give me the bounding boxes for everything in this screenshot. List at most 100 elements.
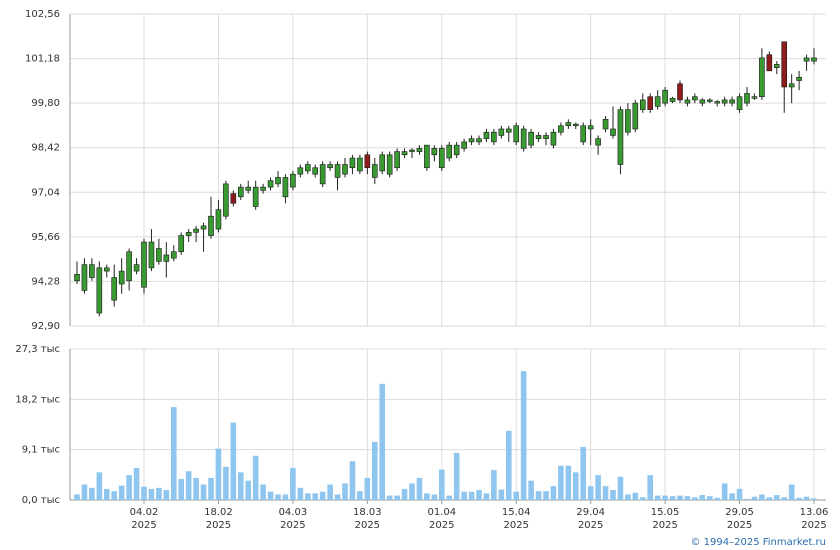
volume-bar xyxy=(74,494,80,500)
candle-body xyxy=(572,123,579,127)
volume-bar xyxy=(476,490,482,500)
volume-bar xyxy=(602,486,609,500)
candle-body xyxy=(625,109,631,133)
x-tick-label: 29.05 xyxy=(725,507,754,518)
volume-bar xyxy=(170,407,177,500)
volume-bar xyxy=(736,488,743,500)
volume-bar xyxy=(751,496,758,500)
x-tick-label: 29.04 xyxy=(576,507,605,518)
candle-body xyxy=(684,99,691,104)
candle-body xyxy=(185,232,192,236)
candle-body xyxy=(364,154,371,169)
volume-bar xyxy=(625,494,631,500)
volume-bar xyxy=(535,491,542,500)
volume-bar xyxy=(260,484,266,500)
volume-bar xyxy=(721,483,728,500)
candle-body xyxy=(297,167,304,175)
candle-body xyxy=(565,122,572,127)
volume-bar xyxy=(766,497,773,500)
volume-bar xyxy=(126,475,132,500)
candle-body xyxy=(721,99,728,104)
volume-bar xyxy=(103,488,110,500)
y-tick-label: 99,80 xyxy=(31,98,60,109)
candle-body xyxy=(788,83,795,88)
volume-bar xyxy=(394,495,400,500)
candle-body xyxy=(759,57,765,97)
volume-bar xyxy=(141,486,147,500)
candle-body xyxy=(386,154,393,175)
volume-bar xyxy=(438,469,445,500)
x-tick-label: 15.05 xyxy=(651,507,680,518)
candle-body xyxy=(595,138,601,146)
candle-body xyxy=(81,264,88,291)
volume-bar xyxy=(111,491,118,500)
y-tick-label: 18,2 тыс xyxy=(15,394,60,405)
candle-body xyxy=(736,96,743,110)
volume-bar xyxy=(193,477,199,500)
candle-body xyxy=(371,164,378,178)
candle-body xyxy=(148,241,155,269)
candle-body xyxy=(528,131,534,146)
volume-bar xyxy=(416,477,423,500)
volume-bar xyxy=(639,497,646,500)
candle-body xyxy=(654,96,661,107)
volume-bar xyxy=(334,494,341,500)
candle-body xyxy=(379,154,386,172)
volume-bar xyxy=(185,471,192,500)
candle-body xyxy=(677,83,683,101)
candle-body xyxy=(714,101,721,104)
candle-body xyxy=(751,96,758,99)
y-tick-label: 97,04 xyxy=(31,187,60,198)
candle-body xyxy=(781,41,788,88)
candle-body xyxy=(193,228,199,233)
volume-bar xyxy=(446,495,453,500)
candle-body xyxy=(632,102,639,130)
volume-bar xyxy=(587,486,594,500)
volume-bar xyxy=(282,494,289,500)
candle-body xyxy=(312,167,319,175)
candle-body xyxy=(729,99,735,104)
volume-bar xyxy=(237,472,244,500)
volume-bar xyxy=(513,491,520,500)
candle-body xyxy=(617,109,624,165)
x-tick-label: 15.04 xyxy=(502,507,531,518)
candle-body xyxy=(550,131,557,146)
candle-body xyxy=(96,267,103,314)
volume-bar xyxy=(223,466,229,500)
candle-body xyxy=(610,128,616,136)
candle-body xyxy=(811,57,817,62)
volume-bar xyxy=(677,495,683,500)
x-tick-label: 18.02 xyxy=(204,507,233,518)
candle-body xyxy=(252,186,259,207)
candle-body xyxy=(803,57,810,62)
volume-bar xyxy=(230,422,237,500)
volume-bar xyxy=(543,491,549,500)
volume-bar xyxy=(528,480,534,500)
volume-bar xyxy=(252,455,259,500)
candle-body xyxy=(505,128,512,133)
candle-body xyxy=(170,251,177,259)
volume-bar xyxy=(491,470,497,500)
candle-body xyxy=(327,164,333,169)
volume-bar xyxy=(297,487,304,500)
volume-bar xyxy=(148,488,155,500)
volume-bar xyxy=(610,490,616,500)
x-tick-label: 2025 xyxy=(131,520,156,531)
candle-body xyxy=(118,270,125,285)
volume-bar xyxy=(178,478,185,500)
volume-bar xyxy=(647,475,654,500)
volume-bar xyxy=(595,475,601,500)
volume-bar xyxy=(89,487,95,500)
candle-body xyxy=(409,149,415,152)
candle-body xyxy=(230,193,237,204)
x-tick-label: 2025 xyxy=(429,520,454,531)
volume-bar xyxy=(431,494,438,500)
candle-body xyxy=(431,148,438,156)
volume-bar xyxy=(215,448,222,500)
volume-bar xyxy=(558,465,564,500)
candle-body xyxy=(245,186,252,191)
candle-body xyxy=(133,264,140,272)
candle-body xyxy=(468,138,475,143)
candle-body xyxy=(602,118,609,130)
y-tick-label: 94,28 xyxy=(31,276,60,287)
